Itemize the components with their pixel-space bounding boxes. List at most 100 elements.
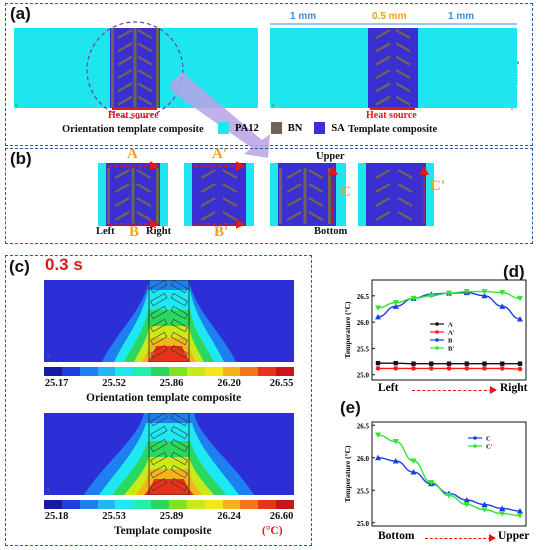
data-point <box>429 361 434 366</box>
data-point <box>410 469 417 475</box>
legend-label-pa12: PA12 <box>235 122 259 134</box>
colorbar-bottom-ticks: 25.18 25.53 25.89 26.24 26.60 <box>44 511 294 525</box>
colorbar-segment <box>79 367 98 376</box>
bn-flake <box>200 196 216 208</box>
legend-label: C <box>486 436 491 443</box>
y-tick-label: 26.5 <box>357 293 370 301</box>
colorbar-top-ticks: 25.17 25.52 25.86 26.20 26.55 <box>44 378 294 392</box>
colorbar-segment <box>240 367 259 376</box>
bn-flake <box>114 210 130 222</box>
data-point <box>375 305 381 311</box>
data-point <box>464 361 469 366</box>
tick-bot-3: 26.24 <box>217 511 241 522</box>
time-label: 0.3 s <box>45 255 83 274</box>
y-tick-label: 25.0 <box>357 372 370 380</box>
bn-flake <box>114 196 130 208</box>
bn-flake <box>397 182 413 194</box>
panel-a-graphics: y y <box>14 21 517 158</box>
bn-flake <box>286 168 302 180</box>
label-C-prime: C' <box>430 178 445 194</box>
y-tick-label: 25.5 <box>357 487 370 495</box>
data-point <box>463 289 470 295</box>
data-point <box>500 361 505 366</box>
data-point <box>464 366 470 371</box>
block4-pattern <box>375 168 413 222</box>
colorbar-segment <box>204 367 223 376</box>
colorbar-segment <box>79 500 98 509</box>
colorbar-segment <box>61 367 80 376</box>
y-tick-label: 25.0 <box>357 520 370 528</box>
data-point <box>482 361 487 366</box>
y-axis-label: Temperature (°C) <box>343 301 352 358</box>
plot-frame <box>371 421 527 527</box>
bn-wall <box>133 28 137 108</box>
bn-flake <box>395 28 411 40</box>
material-legend: PA12 BN SA <box>218 122 345 134</box>
colorbar-segment <box>258 500 277 509</box>
colorbar-segment <box>240 500 259 509</box>
colorbar-segment <box>169 500 187 509</box>
bn-wall <box>303 168 307 224</box>
data-point <box>410 458 417 464</box>
bn-wall <box>111 28 114 108</box>
bn-flake <box>136 196 152 208</box>
colorbar-segment <box>115 367 134 376</box>
bn-flake <box>222 196 238 208</box>
bn-flake <box>136 182 152 194</box>
tick-bot-0: 25.18 <box>44 511 69 522</box>
colorbar-segment <box>133 367 152 376</box>
bn-flake <box>117 95 133 106</box>
colorbar-segment <box>97 367 116 376</box>
bn-flake <box>395 55 411 66</box>
data-point <box>410 295 417 302</box>
right-bn-pattern <box>375 28 411 106</box>
label-A: A <box>127 146 138 162</box>
bn-flake <box>286 196 302 208</box>
heat-source-left-label: Heat source <box>108 110 159 121</box>
tick-top-3: 26.20 <box>217 378 241 389</box>
bn-flake <box>117 68 133 80</box>
colorbar-top <box>44 367 295 376</box>
bn-flake <box>375 95 391 106</box>
legend-swatch-sa <box>314 122 326 134</box>
dim-left-label: 1 mm <box>290 11 317 22</box>
colorbar-segment <box>115 500 134 509</box>
label-C: C <box>340 184 351 200</box>
label-upper: Upper <box>316 151 345 162</box>
legend-swatch-pa12 <box>218 122 229 134</box>
legend-label: A' <box>448 330 455 337</box>
data-point <box>463 502 470 508</box>
colorbar-segment <box>151 367 170 376</box>
label-bottom: Bottom <box>314 226 348 237</box>
top-sim-caption: Orientation template composite <box>86 392 242 404</box>
block2-core <box>192 163 246 226</box>
sim-orientation-field: y <box>47 280 236 362</box>
data-point <box>446 290 452 297</box>
chart-d-xarrow-head <box>490 386 497 394</box>
colorbar-bottom <box>44 500 295 509</box>
bn-flake <box>117 82 133 93</box>
panel-d-label: (d) <box>503 262 525 281</box>
data-point <box>393 366 399 371</box>
legend-label-bn: BN <box>287 122 303 134</box>
bn-flake <box>395 82 411 93</box>
dim-right-label: 1 mm <box>448 11 475 22</box>
data-point <box>517 513 523 519</box>
legend-marker <box>435 322 439 326</box>
colorbar-segment <box>169 367 187 376</box>
series-line <box>377 434 521 517</box>
data-point <box>375 366 381 371</box>
bn-flake <box>375 28 391 40</box>
legend-marker <box>473 436 477 440</box>
bn-flake <box>114 168 130 180</box>
colorbar-segment <box>186 367 205 376</box>
data-point <box>499 366 505 371</box>
svg-text:y: y <box>47 354 50 360</box>
colorbar-segment <box>222 367 241 376</box>
colorbar-segment <box>97 500 116 509</box>
legend-marker <box>473 444 477 448</box>
y-tick-label: 25.5 <box>357 345 370 353</box>
data-point <box>481 292 488 299</box>
data-point <box>517 295 523 302</box>
bn-flake <box>200 182 216 194</box>
